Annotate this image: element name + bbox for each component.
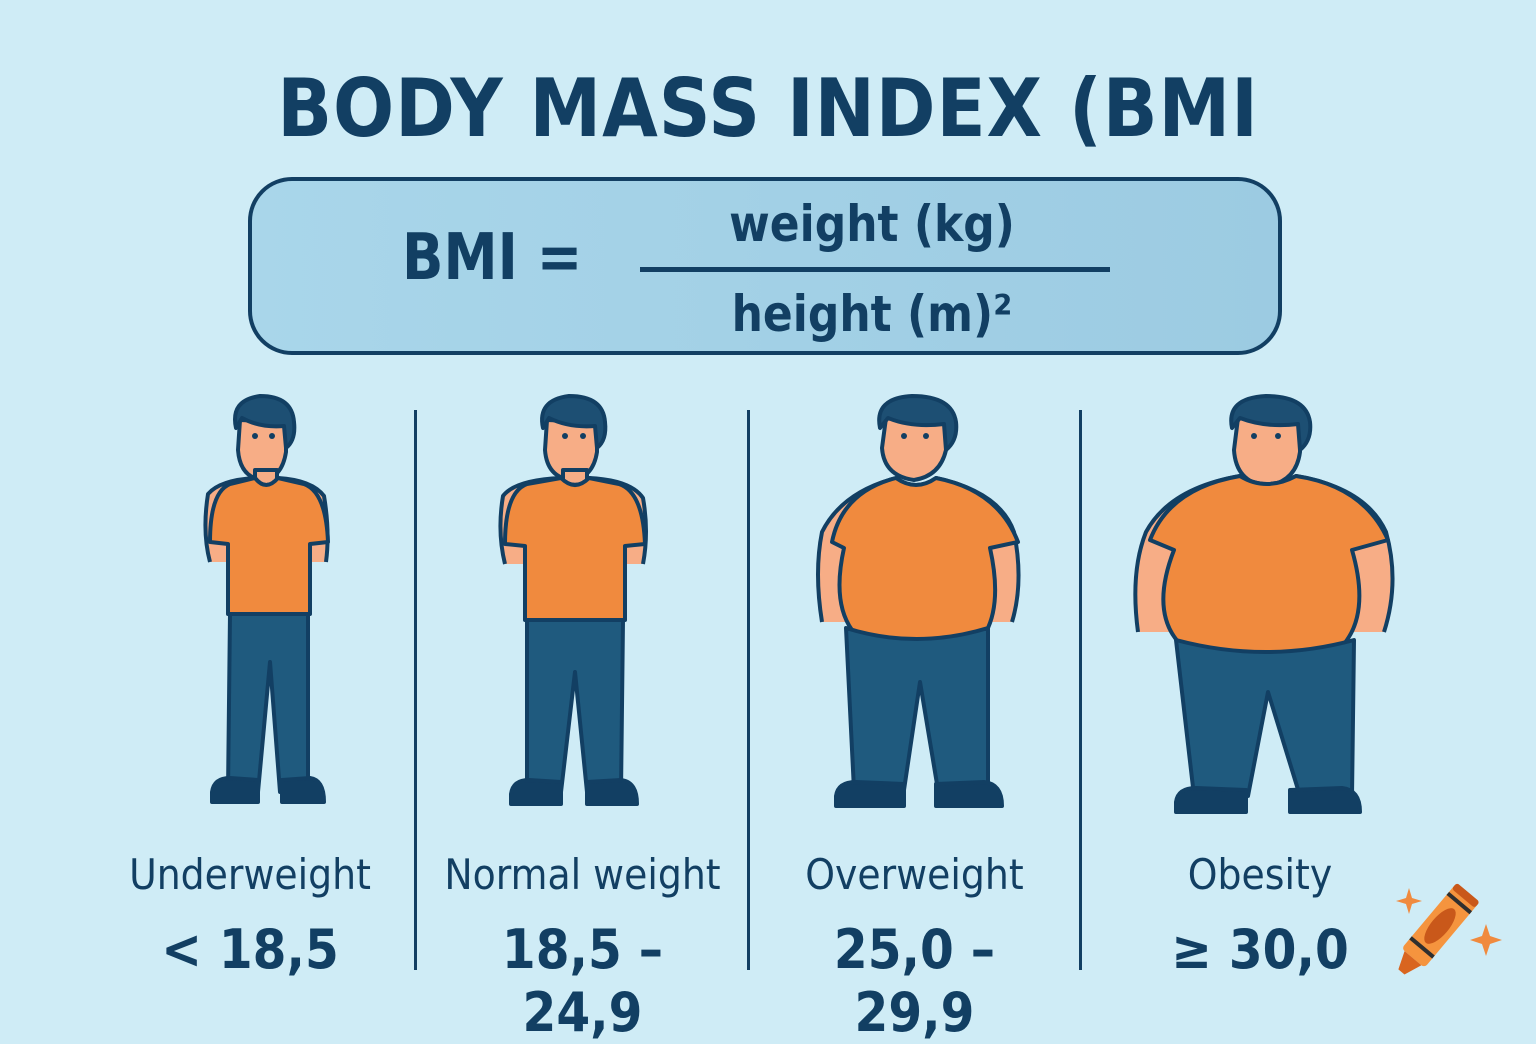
column-divider (414, 410, 417, 970)
thin-person-icon (203, 394, 330, 804)
category-label-obesity: Obesity (1187, 850, 1333, 899)
fraction-bar (640, 267, 1110, 272)
column-divider (747, 410, 750, 970)
category-range-obesity: ≥ 30,0 (1171, 918, 1349, 981)
category-range-overweight: 25,0 – 29,9 (833, 918, 996, 1044)
page-title: BODY MASS INDEX (BMI (277, 62, 1259, 155)
crayon-icon (1396, 883, 1502, 975)
formula-lhs: BMI = (402, 221, 583, 295)
category-label-normal: Normal weight (444, 850, 721, 899)
formula-denominator: height (m)² (731, 285, 1013, 343)
formula-numerator: weight (kg) (729, 195, 1015, 253)
column-divider (1079, 410, 1082, 970)
category-range-normal: 18,5 – 24,9 (501, 918, 664, 1044)
obese-person-icon (1133, 394, 1395, 814)
category-label-underweight: Underweight (129, 850, 371, 899)
bmi-formula: BMI = weight (kg) height (m)² (248, 177, 1282, 355)
overweight-person-icon (816, 394, 1021, 808)
category-label-overweight: Overweight (805, 850, 1024, 899)
category-range-underweight: < 18,5 (161, 918, 339, 981)
normal-person-icon (498, 394, 648, 806)
